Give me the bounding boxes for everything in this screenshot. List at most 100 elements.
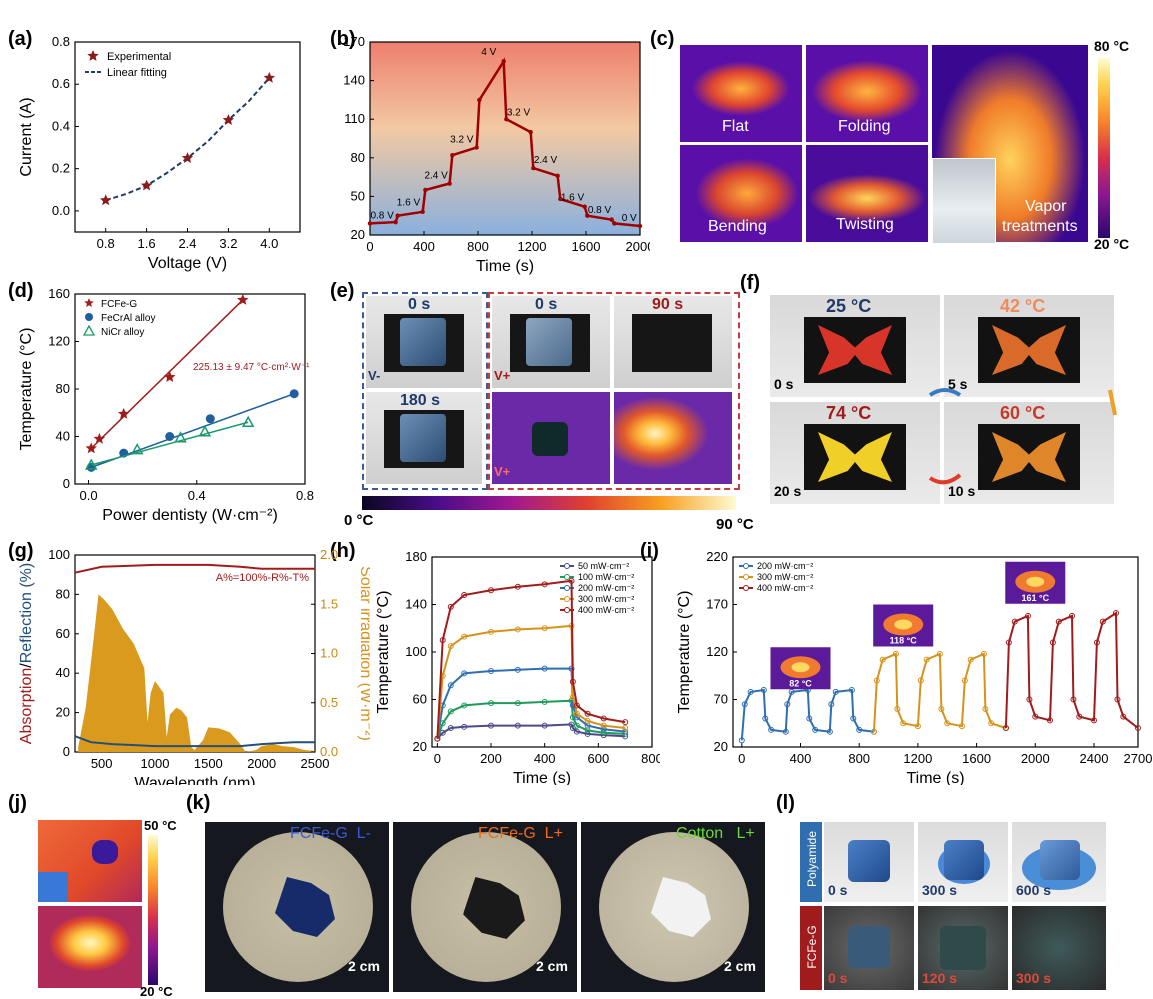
data-point bbox=[980, 650, 987, 657]
x-tick-label: 2000 bbox=[1021, 751, 1050, 766]
x-tick-label: 0.8 bbox=[296, 488, 314, 503]
y-tick-label: 80 bbox=[56, 381, 70, 396]
data-point bbox=[514, 583, 521, 590]
series-line bbox=[436, 723, 626, 740]
panel-c-label-treatments: treatments bbox=[1002, 218, 1078, 235]
panel-k-scale-3: 2 cm bbox=[724, 958, 756, 974]
data-point bbox=[198, 425, 212, 437]
y-tick-label: 20 bbox=[413, 739, 427, 754]
data-point bbox=[938, 706, 945, 712]
data-point bbox=[568, 577, 575, 584]
data-point bbox=[609, 217, 614, 222]
panel-f-time-2: 5 s bbox=[948, 376, 968, 392]
data-point bbox=[782, 728, 789, 735]
data-point bbox=[447, 603, 454, 610]
panel-c-folding bbox=[806, 45, 928, 142]
x-tick-label: 0.4 bbox=[188, 488, 206, 503]
voltage-annotation: 0 V bbox=[622, 213, 637, 224]
data-point bbox=[423, 187, 428, 193]
series-line bbox=[436, 667, 626, 739]
chart-i: 0 400 800 1200 1600 2000 2400 2700 20 70 120 170 220… bbox=[676, 549, 1152, 785]
y2-tick-label: 2.0 bbox=[320, 547, 338, 562]
data-point bbox=[501, 59, 506, 64]
panel-l-photo-6 bbox=[1012, 906, 1106, 990]
data-point bbox=[584, 710, 591, 717]
y2-tick-label: 1.0 bbox=[320, 646, 338, 661]
panel-e-time-0b: 0 s bbox=[535, 296, 558, 313]
y-axis-label-sep: / bbox=[18, 663, 35, 668]
legend-label: 400 mW·cm⁻² bbox=[578, 605, 634, 615]
data-point bbox=[982, 706, 989, 712]
data-point bbox=[1055, 618, 1062, 625]
data-point bbox=[395, 213, 400, 218]
panel-e-thermal-2 bbox=[614, 392, 732, 484]
fit-line bbox=[105, 77, 271, 202]
data-point bbox=[237, 293, 249, 305]
data-point bbox=[828, 701, 835, 708]
y-tick-label: 170 bbox=[343, 34, 365, 49]
chart-d: 0.0 0.4 0.8 0 40 80 120 160 Power dentisty (W·cm… bbox=[18, 286, 314, 524]
data-point bbox=[892, 650, 899, 657]
panel-f-temp-3: 74 °C bbox=[826, 403, 872, 423]
y-axis-label: Temperature (°C) bbox=[375, 591, 392, 714]
y-tick-label: 70 bbox=[714, 692, 728, 707]
legend-label: 200 mW·cm⁻² bbox=[757, 561, 813, 571]
legend-label: 50 mW·cm⁻² bbox=[578, 561, 629, 571]
legend-fit: Linear fitting bbox=[107, 67, 167, 79]
chart-b: 0 400 800 1200 1600 2000 20 50 80 110 140 170 Time (… bbox=[343, 34, 650, 275]
series-line bbox=[436, 579, 626, 739]
panel-j-thermal-2 bbox=[38, 906, 142, 988]
y-axis-label: Current (A) bbox=[18, 97, 35, 176]
legend-label: 300 mW·cm⁻² bbox=[757, 572, 813, 582]
data-point bbox=[1135, 725, 1141, 731]
panel-j-scale-max: 50 °C bbox=[144, 818, 177, 833]
data-point bbox=[541, 665, 548, 672]
y-tick-label: 50 bbox=[351, 188, 365, 203]
y-axis-label-absorption: Absorption bbox=[18, 668, 35, 745]
data-point bbox=[873, 677, 880, 684]
data-point bbox=[622, 725, 629, 731]
data-point bbox=[488, 668, 495, 674]
y-tick-label: 110 bbox=[344, 111, 365, 126]
legend-label: FeCrAl alloy bbox=[101, 313, 155, 324]
x-tick-label: 1.6 bbox=[138, 236, 156, 251]
series-line bbox=[872, 652, 1007, 732]
x-tick-label: 1600 bbox=[962, 751, 991, 766]
y-tick-label: 160 bbox=[48, 286, 70, 301]
x-tick-label: 800 bbox=[467, 239, 489, 254]
data-point bbox=[923, 656, 930, 663]
panel-c-colorbar bbox=[1098, 58, 1110, 238]
data-point bbox=[573, 722, 580, 729]
x-tick-label: 1000 bbox=[141, 756, 170, 771]
data-point bbox=[967, 656, 974, 663]
data-point bbox=[573, 702, 580, 709]
panel-j-thermal-1 bbox=[38, 820, 142, 902]
legend-label: 300 mW·cm⁻² bbox=[578, 594, 634, 604]
panel-f-photo-2 bbox=[944, 295, 1114, 397]
solar-irradiation-area bbox=[78, 594, 315, 752]
data-point bbox=[488, 700, 495, 707]
data-point bbox=[1005, 639, 1012, 646]
y-tick-label: 60 bbox=[413, 692, 427, 707]
data-point bbox=[434, 735, 441, 742]
data-point bbox=[461, 592, 468, 598]
data-point bbox=[856, 726, 863, 733]
panel-label-j: (j) bbox=[8, 792, 27, 814]
x-tick-label: 1200 bbox=[903, 751, 932, 766]
panel-k-dish-2 bbox=[393, 822, 577, 992]
data-point bbox=[84, 458, 98, 470]
panel-f-temp-1: 25 °C bbox=[826, 296, 872, 316]
arrow-left-icon bbox=[928, 473, 962, 485]
panel-e-scale-min: 0 °C bbox=[344, 512, 374, 529]
data-point bbox=[936, 650, 943, 657]
y2-tick-label: 1.5 bbox=[320, 596, 338, 611]
chart-g: 500 1000 1500 2000 2500 0 20 40 60 80 100 Wavelengt… bbox=[18, 547, 370, 785]
arrow-right-icon bbox=[928, 388, 962, 397]
y-tick-label: 120 bbox=[706, 644, 728, 659]
data-point bbox=[944, 720, 951, 727]
data-point bbox=[568, 721, 575, 728]
data-point bbox=[447, 643, 454, 650]
panel-j-colorbar bbox=[148, 835, 158, 985]
legend-marker-dot bbox=[564, 596, 570, 602]
panel-e-thermal-1 bbox=[492, 392, 610, 484]
